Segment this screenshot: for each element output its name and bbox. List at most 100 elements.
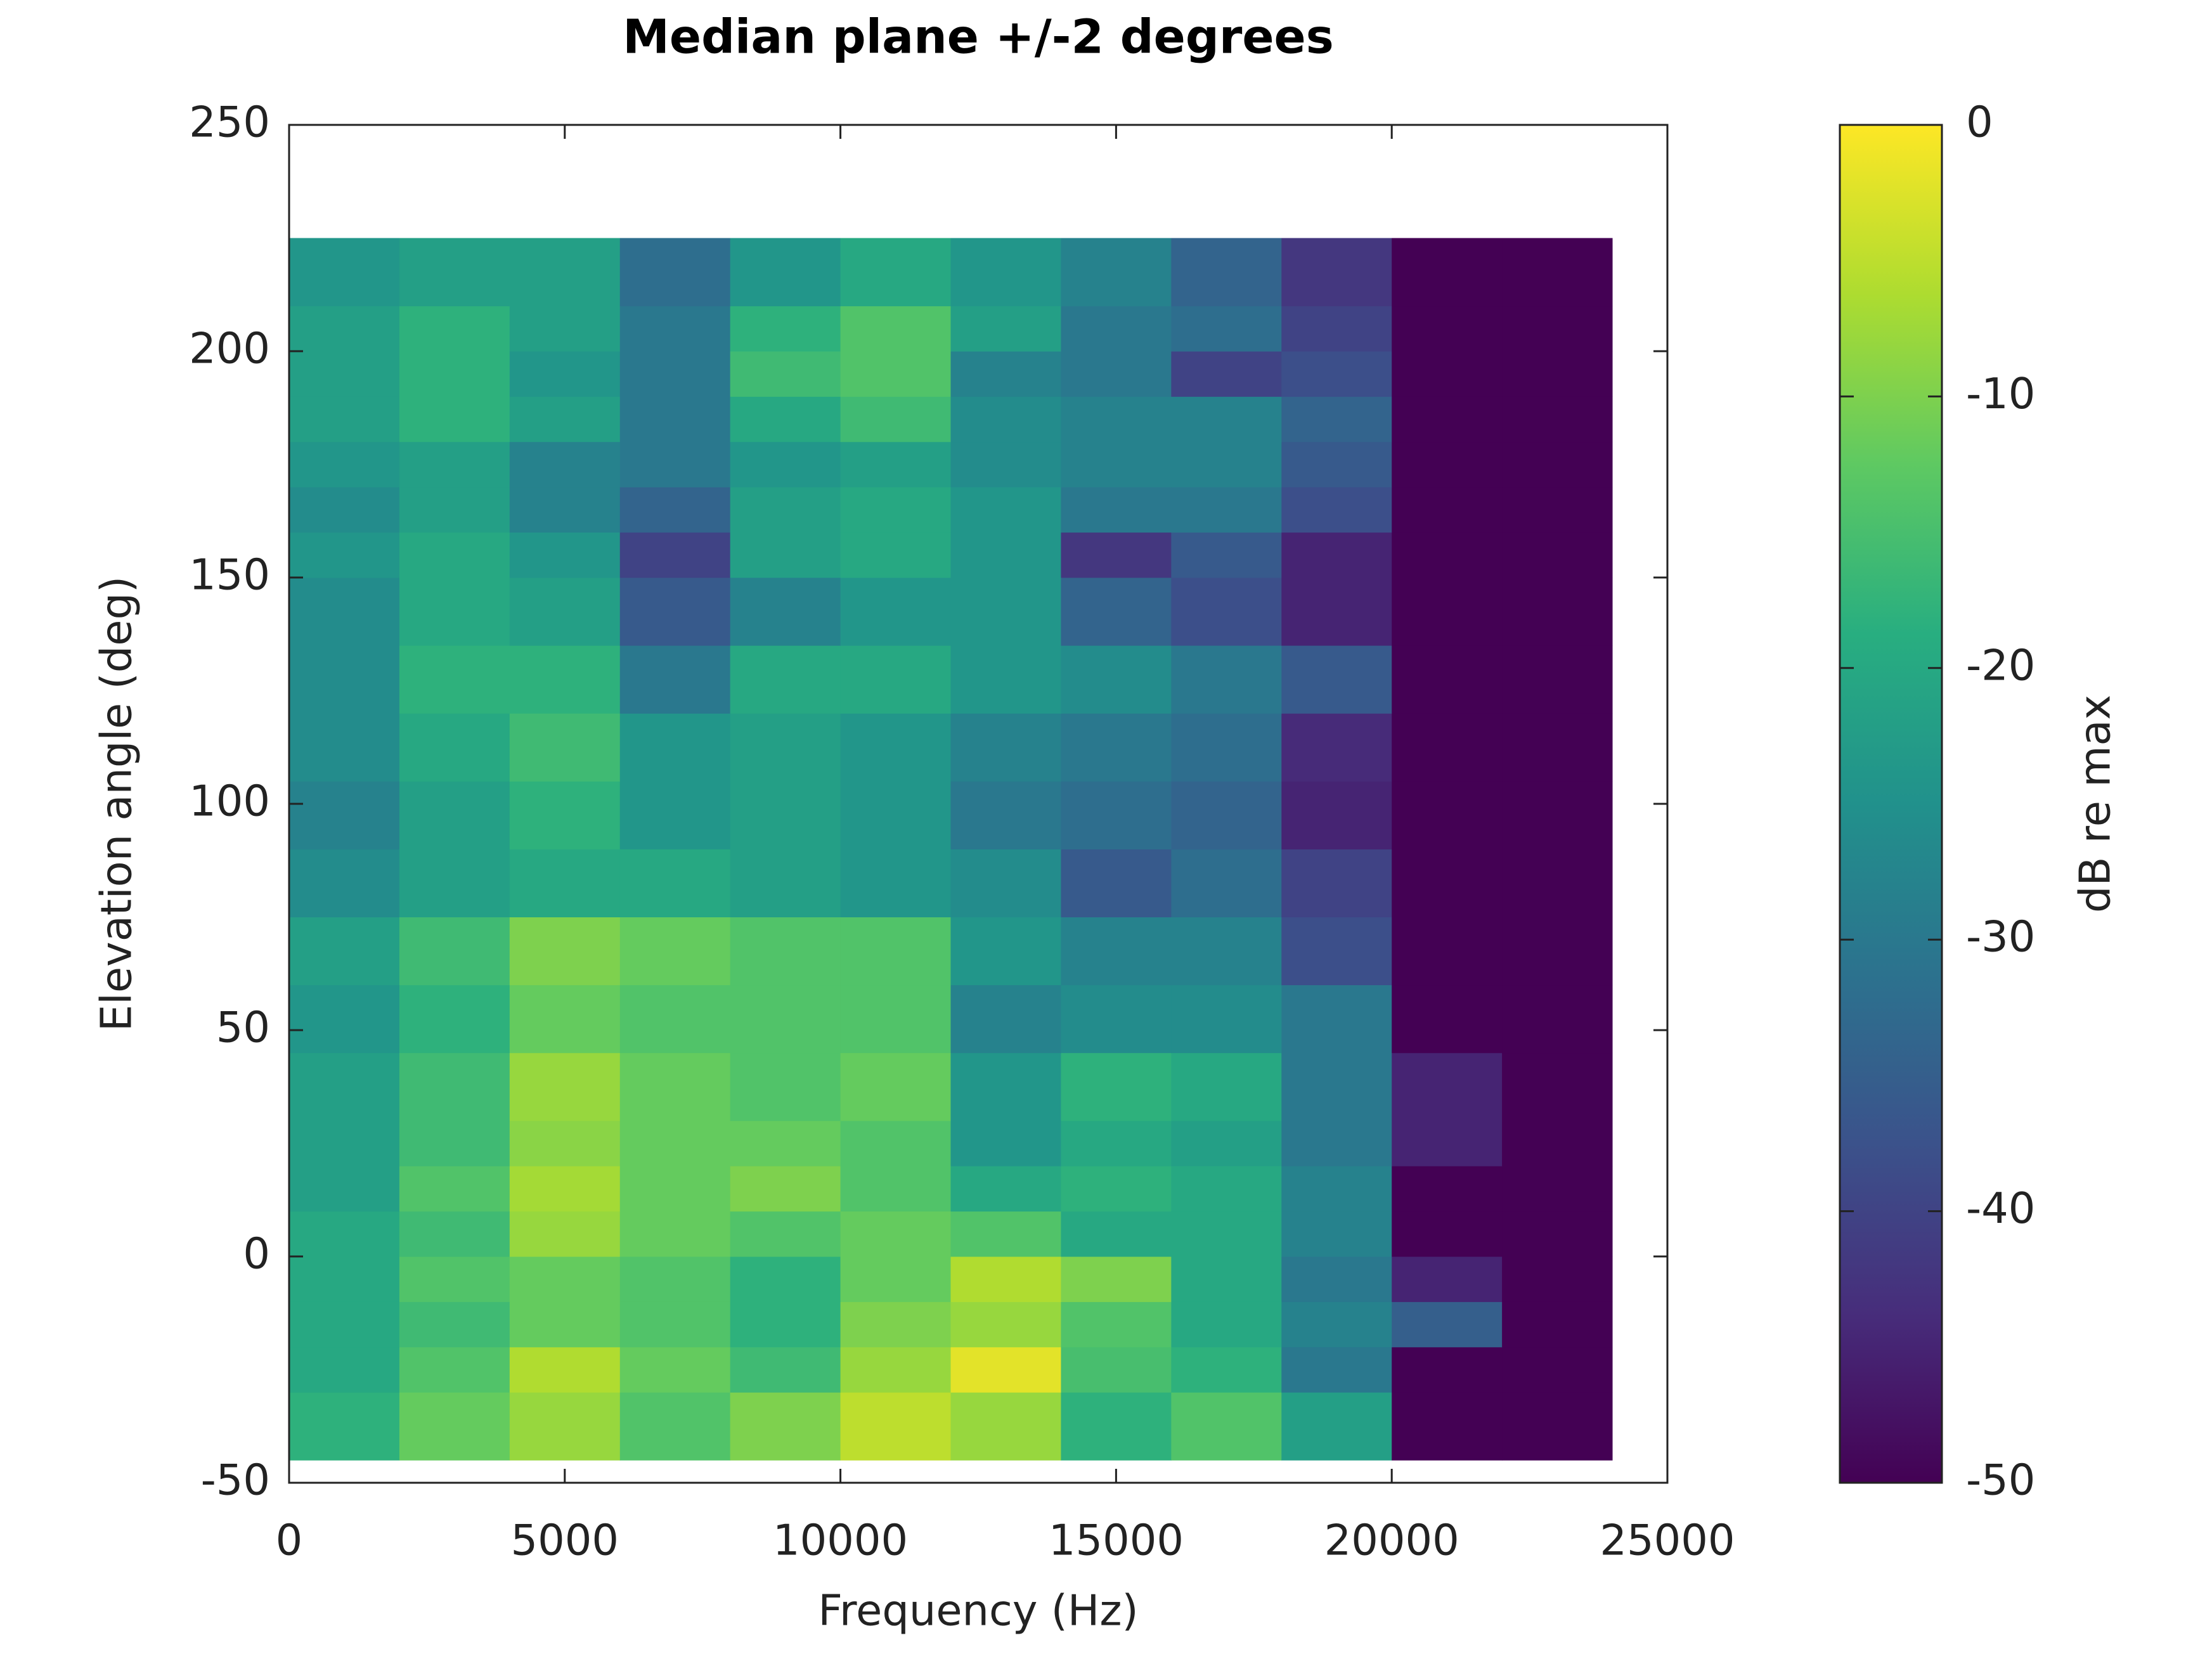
heatmap-cell	[730, 238, 841, 307]
heatmap-cell	[399, 306, 510, 352]
heatmap-cell	[840, 1052, 952, 1121]
heatmap-cell	[1392, 1301, 1503, 1348]
heatmap-cell	[289, 645, 400, 714]
heatmap-cell	[509, 781, 621, 849]
heatmap-cell	[1281, 396, 1392, 442]
heatmap-cell	[289, 487, 400, 533]
heatmap-cell	[1281, 1301, 1392, 1348]
heatmap-cell	[1502, 1301, 1613, 1348]
heatmap-cell	[1392, 1052, 1503, 1121]
heatmap-cell	[1502, 1346, 1613, 1393]
heatmap-cell	[1502, 351, 1613, 397]
colorbar-tick-label: -50	[1966, 1456, 2035, 1505]
heatmap-cell	[289, 1052, 400, 1121]
heatmap-cell	[950, 1301, 1061, 1348]
heatmap-cell	[730, 351, 841, 397]
heatmap-cell	[509, 917, 621, 986]
heatmap-cell	[289, 849, 400, 917]
heatmap-cell	[730, 984, 841, 1054]
heatmap-cell	[399, 781, 510, 849]
heatmap-cell	[950, 1211, 1061, 1257]
heatmap-cell	[950, 984, 1061, 1054]
heatmap-cell	[950, 917, 1061, 986]
heatmap-cell	[1502, 578, 1613, 646]
heatmap-cell	[1171, 396, 1282, 442]
heatmap-cell	[1281, 917, 1392, 986]
y-tick-label: 100	[189, 777, 270, 826]
heatmap-cell	[1502, 441, 1613, 487]
heatmap-cell	[1061, 1120, 1172, 1166]
heatmap-cell	[840, 238, 952, 307]
colorbar-tick-label: 0	[1966, 98, 1993, 147]
heatmap-cell	[619, 396, 731, 442]
heatmap-cell	[399, 984, 510, 1054]
heatmap-cell	[840, 984, 952, 1054]
heatmap-cell	[840, 306, 952, 352]
heatmap-cell	[1061, 1052, 1172, 1121]
heatmap-cell	[1171, 781, 1282, 849]
heatmap-cell	[1502, 1392, 1613, 1461]
heatmap-cell	[1171, 984, 1282, 1054]
heatmap-cell	[1171, 306, 1282, 352]
heatmap-cell	[730, 1166, 841, 1212]
heatmap-cell	[619, 984, 731, 1054]
heatmap-cell	[840, 645, 952, 714]
heatmap-cell	[289, 578, 400, 646]
heatmap-cell	[950, 1166, 1061, 1212]
heatmap-cell	[399, 487, 510, 533]
heatmap-cell	[619, 1301, 731, 1348]
heatmap-cell	[1502, 713, 1613, 782]
colorbar-tick-label: -30	[1966, 912, 2035, 962]
heatmap-cell	[1392, 984, 1503, 1054]
heatmap-cell	[950, 645, 1061, 714]
heatmap-cell	[1281, 578, 1392, 646]
heatmap-cell	[399, 1211, 510, 1257]
heatmap-cell	[619, 1211, 731, 1257]
colorbar-tick-label: -20	[1966, 640, 2035, 690]
heatmap-cell	[840, 396, 952, 442]
heatmap-cell	[1171, 1301, 1282, 1348]
heatmap-cell	[509, 713, 621, 782]
heatmap-cell	[1281, 1392, 1392, 1461]
heatmap-cell	[1281, 351, 1392, 397]
heatmap-cell	[840, 1392, 952, 1461]
heatmap-cell	[950, 713, 1061, 782]
heatmap-cell	[399, 1346, 510, 1393]
heatmap-cell	[399, 532, 510, 578]
heatmap-cell	[1171, 849, 1282, 917]
chart-title: Median plane +/-2 degrees	[623, 10, 1334, 65]
heatmap-cell	[730, 532, 841, 578]
heatmap-cell	[840, 441, 952, 487]
heatmap-cell	[1061, 984, 1172, 1054]
heatmap-cell	[1171, 1052, 1282, 1121]
heatmap-cell	[619, 713, 731, 782]
heatmap-cell	[1281, 1166, 1392, 1212]
heatmap-cell	[1392, 1256, 1503, 1302]
heatmap-cell	[1392, 1166, 1503, 1212]
heatmap-cell	[619, 306, 731, 352]
heatmap-cell	[399, 713, 510, 782]
heatmap-cell	[1392, 238, 1503, 307]
heatmap-cell	[399, 917, 510, 986]
heatmap-cell	[950, 532, 1061, 578]
heatmap-cell	[1502, 781, 1613, 849]
heatmap-cell	[1281, 238, 1392, 307]
colorbar-label: dB re max	[2071, 695, 2120, 913]
heatmap-cell	[1392, 917, 1503, 986]
heatmap-cell	[619, 1346, 731, 1393]
heatmap-cell	[1502, 1256, 1613, 1302]
heatmap-cell	[1502, 1166, 1613, 1212]
x-tick-label: 20000	[1324, 1516, 1459, 1565]
heatmap-cell	[399, 1392, 510, 1461]
heatmap-cell	[1502, 1211, 1613, 1257]
heatmap-cell	[509, 578, 621, 646]
heatmap-cell	[619, 781, 731, 849]
heatmap-cell	[289, 781, 400, 849]
heatmap-cell	[1392, 578, 1503, 646]
heatmap-cell	[730, 849, 841, 917]
heatmap-cell	[399, 645, 510, 714]
heatmap-cell	[509, 238, 621, 307]
heatmap-cell	[1171, 1166, 1282, 1212]
heatmap-cell	[619, 487, 731, 533]
